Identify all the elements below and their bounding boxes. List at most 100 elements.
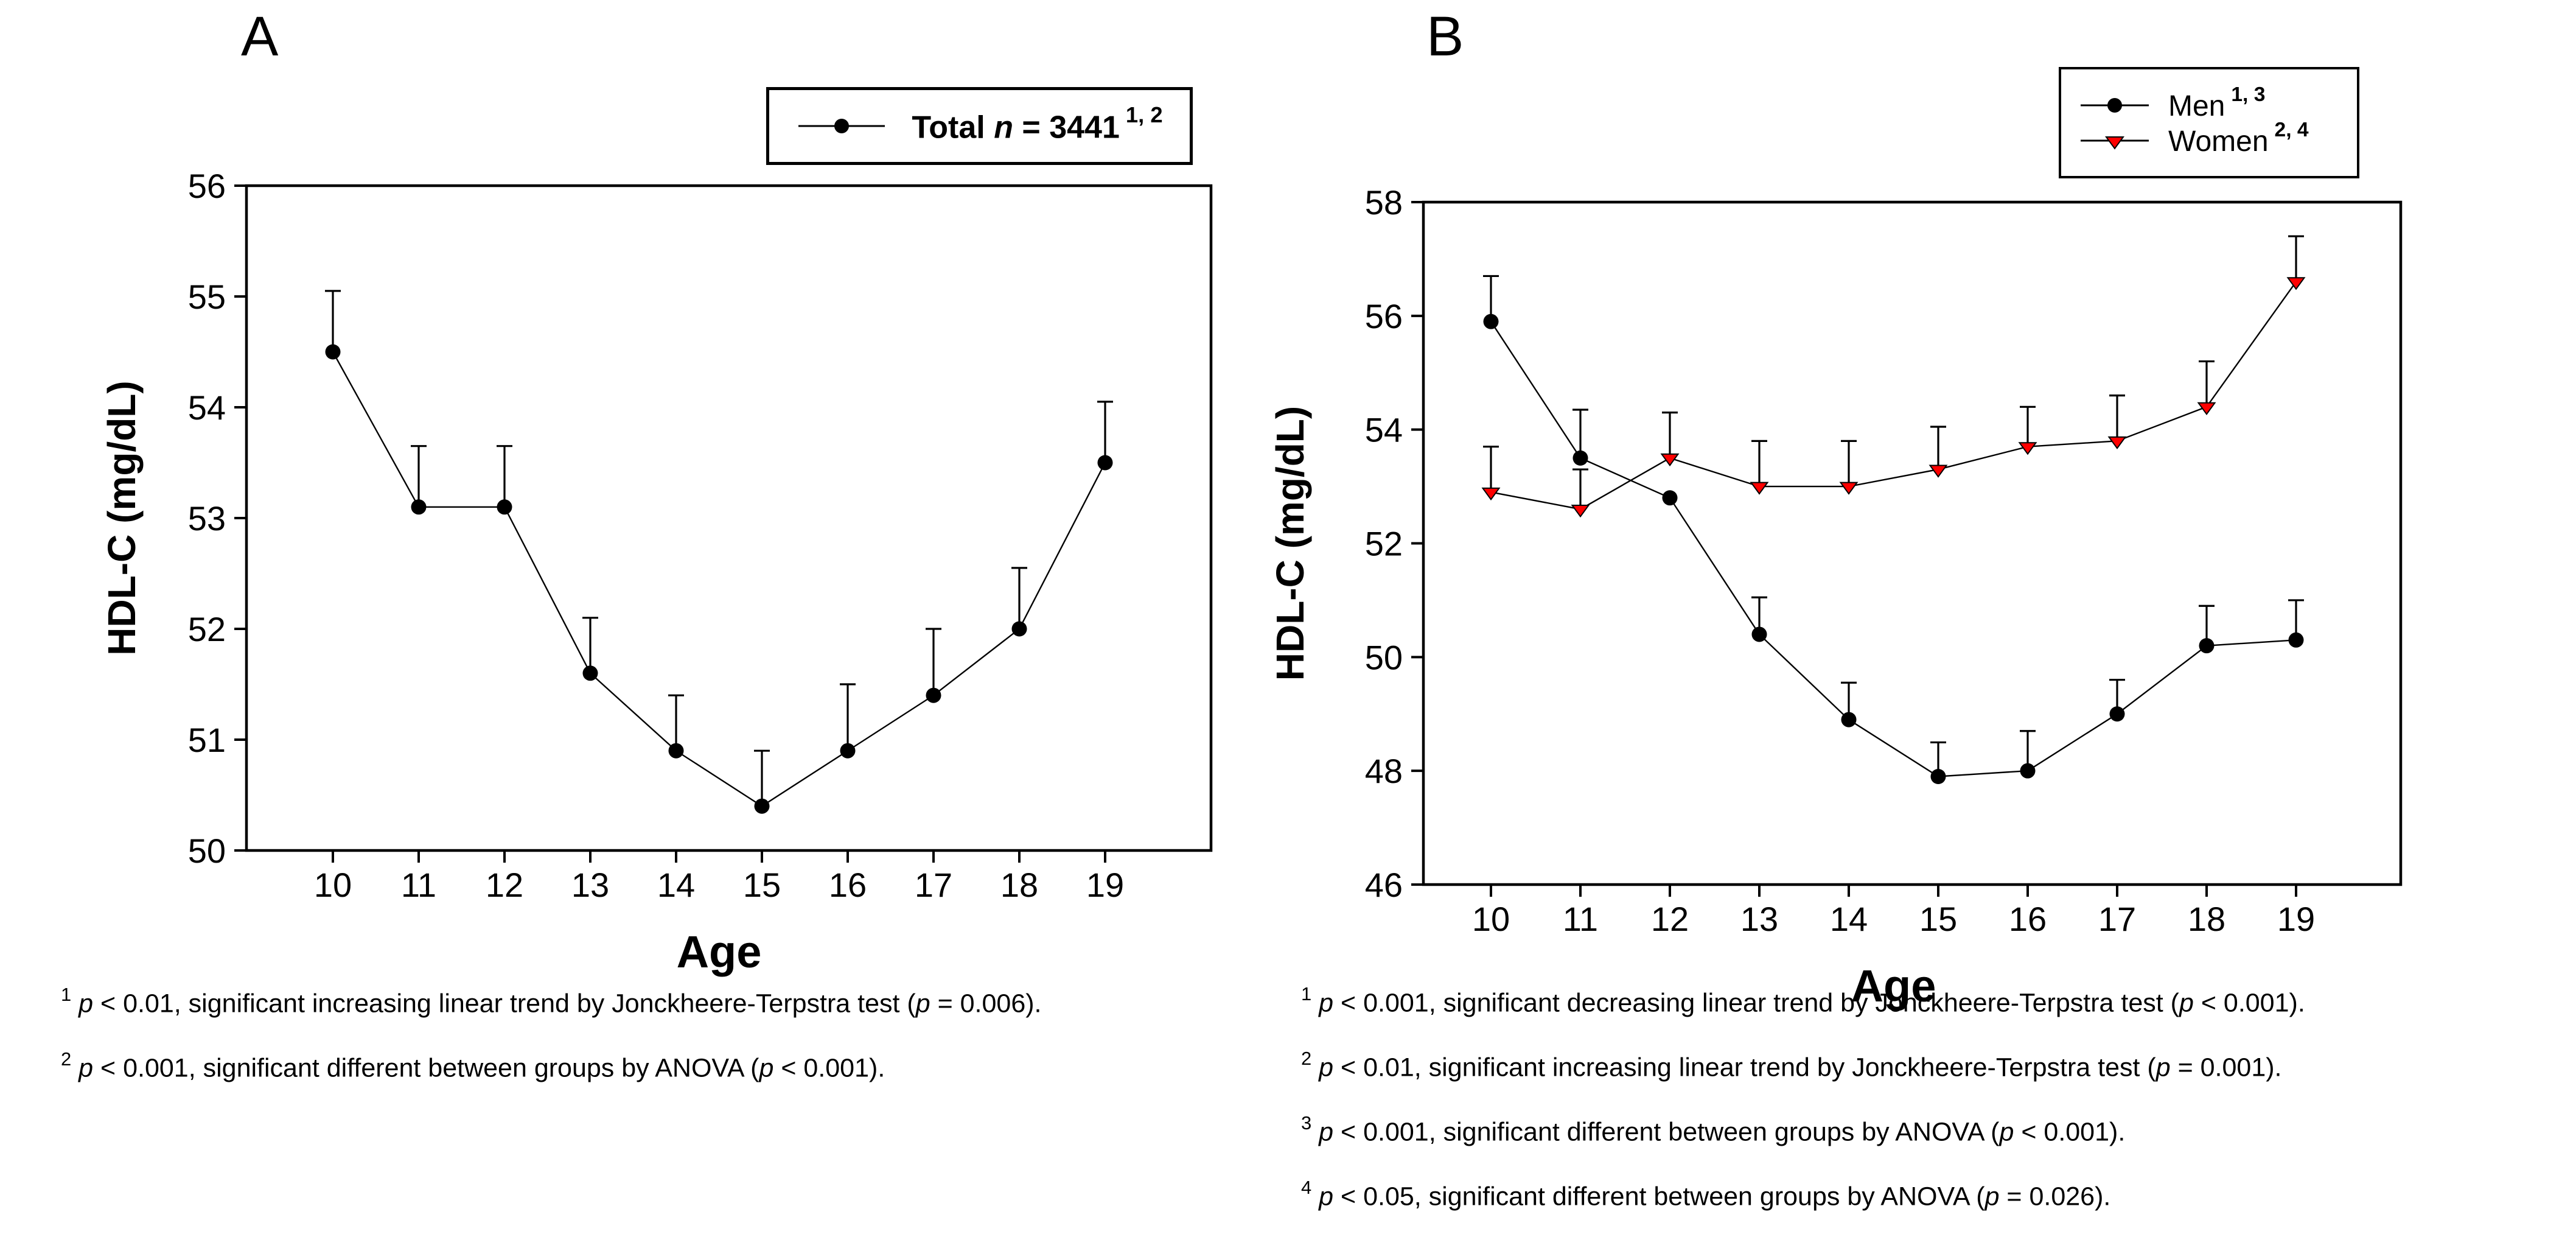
data-point-marker (926, 687, 941, 703)
footnote-superscript: 2 (61, 1048, 72, 1070)
text-segment: = 0.026). (1999, 1182, 2111, 1211)
data-point-marker (582, 665, 598, 681)
text-segment: < 0.001). (773, 1053, 885, 1083)
panel-a-legend: Total n = 3441 1, 2 (766, 87, 1193, 165)
text-segment: Women (2168, 125, 2269, 158)
y-tick-label: 51 (188, 721, 226, 759)
data-point-marker (1839, 482, 1859, 495)
text-segment: < 0.05, significant different between gr… (1333, 1182, 1985, 1211)
data-point-marker (2197, 402, 2216, 415)
x-tick-label: 14 (1830, 900, 1868, 938)
data-point-marker (2199, 638, 2215, 654)
x-axis-title: Age (677, 927, 762, 977)
y-tick-label: 54 (1365, 411, 1403, 449)
x-tick-label: 12 (1651, 900, 1689, 938)
text-segment: < 0.001). (2014, 1117, 2126, 1147)
x-tick-label: 10 (1472, 900, 1510, 938)
footnote-line: 2 p < 0.001, significant different betwe… (61, 1048, 885, 1084)
text-segment: = 3441 (1013, 110, 1120, 145)
legend-marker (2107, 97, 2122, 113)
data-point-marker (1750, 482, 1769, 495)
legend-marker (2105, 136, 2124, 150)
data-point-marker (1662, 490, 1678, 506)
panel-a-chart: 50 51 52 53 54 55 56 10 11 12 13 14 15 16 17 18 19 Age HDL… (100, 167, 1213, 977)
data-point-marker (754, 798, 770, 814)
footnote-superscript: 1 (61, 983, 72, 1005)
text-segment: < 0.01, significant increasing linear tr… (1333, 1053, 2156, 1082)
y-tick-label: 58 (1365, 183, 1403, 222)
data-point-marker (1751, 626, 1767, 642)
y-tick-label: 50 (1365, 638, 1403, 676)
data-point-marker (1929, 465, 1948, 478)
data-point-marker (1571, 504, 1590, 518)
text-segment: Men (2168, 89, 2225, 122)
text-segment: < 0.001, significant different between g… (1333, 1117, 2000, 1147)
data-point-marker (2107, 436, 2127, 450)
x-tick-label: 18 (2188, 900, 2225, 938)
y-axis-title: HDL-C (mg/dL) (1268, 406, 1312, 681)
x-tick-label: 15 (743, 866, 781, 904)
data-point-marker (497, 499, 512, 515)
y-tick-label: 56 (188, 167, 226, 205)
footnote-superscript: 1 (1301, 983, 1312, 1004)
data-point-marker (1841, 712, 1857, 727)
y-tick-label: 50 (188, 832, 226, 870)
x-tick-label: 15 (1919, 900, 1957, 938)
text-segment: Total (912, 110, 994, 145)
text-segment: = 0.006). (930, 989, 1042, 1018)
text-segment: p (79, 989, 94, 1018)
series-men (1483, 275, 2304, 785)
circle-marker-icon (798, 118, 885, 133)
text-segment: p (1999, 1117, 2014, 1147)
triangle-marker-icon (2081, 136, 2149, 150)
y-tick-label: 56 (1365, 297, 1403, 335)
x-tick-label: 16 (829, 866, 867, 904)
plot-frame (1422, 200, 2403, 886)
x-tick-label: 13 (571, 866, 609, 904)
text-segment: < 0.001). (2193, 988, 2305, 1018)
data-point-marker (1660, 453, 1680, 467)
x-tick-label: 14 (657, 866, 695, 904)
circle-marker-icon (2081, 97, 2149, 113)
data-point-marker (2286, 277, 2306, 290)
x-tick-label: 16 (2009, 900, 2047, 938)
text-segment: p (1319, 1053, 1334, 1082)
data-point-marker (1097, 455, 1113, 471)
y-axis-title: HDL-C (mg/dL) (100, 380, 144, 655)
y-tick-label: 53 (188, 499, 226, 538)
series-line (1490, 281, 2297, 510)
legend-superscript: 1, 2 (1125, 102, 1163, 128)
legend-entry: Women 2, 4 (2078, 119, 2357, 158)
text-segment: p (1984, 1182, 2000, 1211)
data-point-marker (1481, 487, 1501, 501)
y-tick-label: 52 (188, 610, 226, 648)
legend-entry: Men 1, 3 (2078, 83, 2357, 123)
legend-label: Total n = 3441 1, 2 (912, 102, 1162, 145)
text-segment: = 0.001). (2170, 1053, 2282, 1082)
text-segment: p (79, 1053, 94, 1083)
panel-a-letter: A (241, 5, 279, 68)
legend-superscript: 2, 4 (2274, 119, 2309, 142)
panel-b-chart: 46 48 50 52 54 56 58 10 11 12 13 14 15 16 17 18 19 Age HDL… (1268, 183, 2403, 1011)
x-tick-label: 11 (401, 866, 436, 904)
footnote-line: 2 p < 0.01, significant increasing linea… (1301, 1047, 2282, 1084)
y-tick-label: 48 (1365, 752, 1403, 790)
text-segment: p (915, 989, 930, 1018)
footnote-superscript: 4 (1301, 1176, 1312, 1198)
text-segment: p (2155, 1053, 2171, 1082)
series-women (1481, 235, 2306, 518)
series-line (332, 351, 1106, 807)
data-point-marker (668, 743, 684, 759)
y-tick-label: 55 (188, 278, 226, 316)
y-tick-label: 52 (1365, 525, 1403, 563)
footnote-superscript: 2 (1301, 1047, 1312, 1069)
panel-b-letter: B (1426, 5, 1464, 68)
data-point-marker (411, 499, 427, 515)
x-tick-label: 10 (314, 866, 352, 904)
x-axis-title: Age (1851, 961, 1936, 1011)
text-segment: < 0.001, significant decreasing linear t… (1333, 988, 2179, 1018)
series-total-n-3441 (325, 290, 1113, 814)
x-tick-label: 17 (915, 866, 952, 904)
